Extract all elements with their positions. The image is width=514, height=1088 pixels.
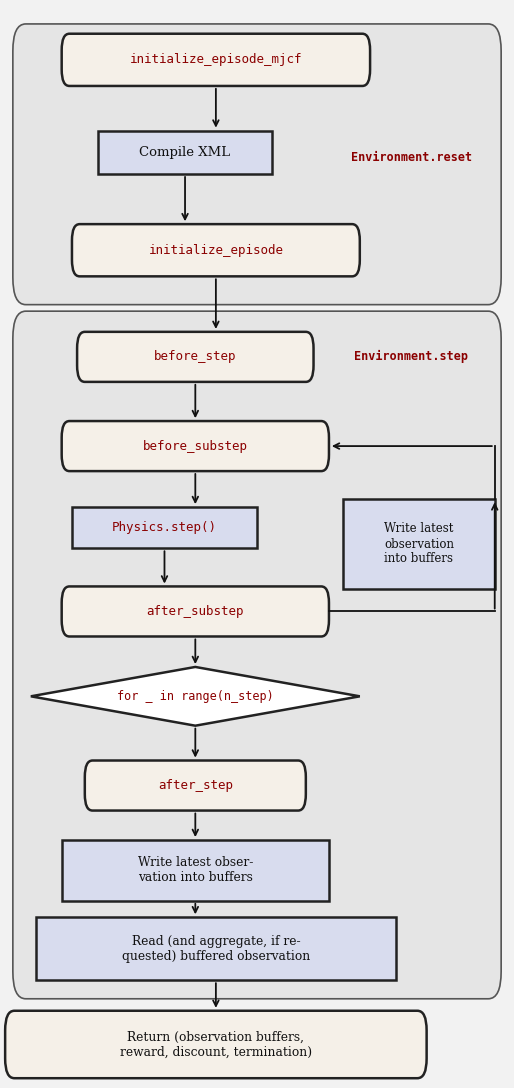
Text: before_step: before_step bbox=[154, 350, 236, 363]
Text: Environment.step: Environment.step bbox=[354, 350, 468, 363]
Text: before_substep: before_substep bbox=[143, 440, 248, 453]
Bar bbox=[62, 840, 329, 901]
Bar bbox=[98, 131, 272, 174]
Polygon shape bbox=[31, 667, 360, 726]
Text: after_substep: after_substep bbox=[146, 605, 244, 618]
Text: Return (observation buffers,
reward, discount, termination): Return (observation buffers, reward, dis… bbox=[120, 1030, 312, 1059]
FancyBboxPatch shape bbox=[72, 224, 360, 276]
FancyBboxPatch shape bbox=[5, 1011, 427, 1078]
FancyBboxPatch shape bbox=[13, 311, 501, 999]
FancyBboxPatch shape bbox=[77, 332, 314, 382]
FancyBboxPatch shape bbox=[62, 34, 370, 86]
Text: initialize_episode: initialize_episode bbox=[149, 244, 283, 257]
Bar bbox=[72, 507, 257, 548]
FancyBboxPatch shape bbox=[62, 421, 329, 471]
Bar bbox=[36, 917, 396, 980]
Text: Physics.step(): Physics.step() bbox=[112, 521, 217, 534]
FancyBboxPatch shape bbox=[85, 761, 306, 811]
Text: for _ in range(n_step): for _ in range(n_step) bbox=[117, 690, 273, 703]
Text: Environment.reset: Environment.reset bbox=[351, 151, 472, 164]
Text: Write latest
observation
into buffers: Write latest observation into buffers bbox=[384, 522, 454, 566]
Text: Compile XML: Compile XML bbox=[139, 146, 231, 159]
Text: after_step: after_step bbox=[158, 779, 233, 792]
FancyBboxPatch shape bbox=[62, 586, 329, 636]
FancyBboxPatch shape bbox=[13, 24, 501, 305]
Text: Read (and aggregate, if re-
quested) buffered observation: Read (and aggregate, if re- quested) buf… bbox=[122, 935, 310, 963]
Bar bbox=[343, 499, 494, 589]
Text: initialize_episode_mjcf: initialize_episode_mjcf bbox=[130, 53, 302, 66]
Text: Write latest obser-
vation into buffers: Write latest obser- vation into buffers bbox=[138, 856, 253, 885]
